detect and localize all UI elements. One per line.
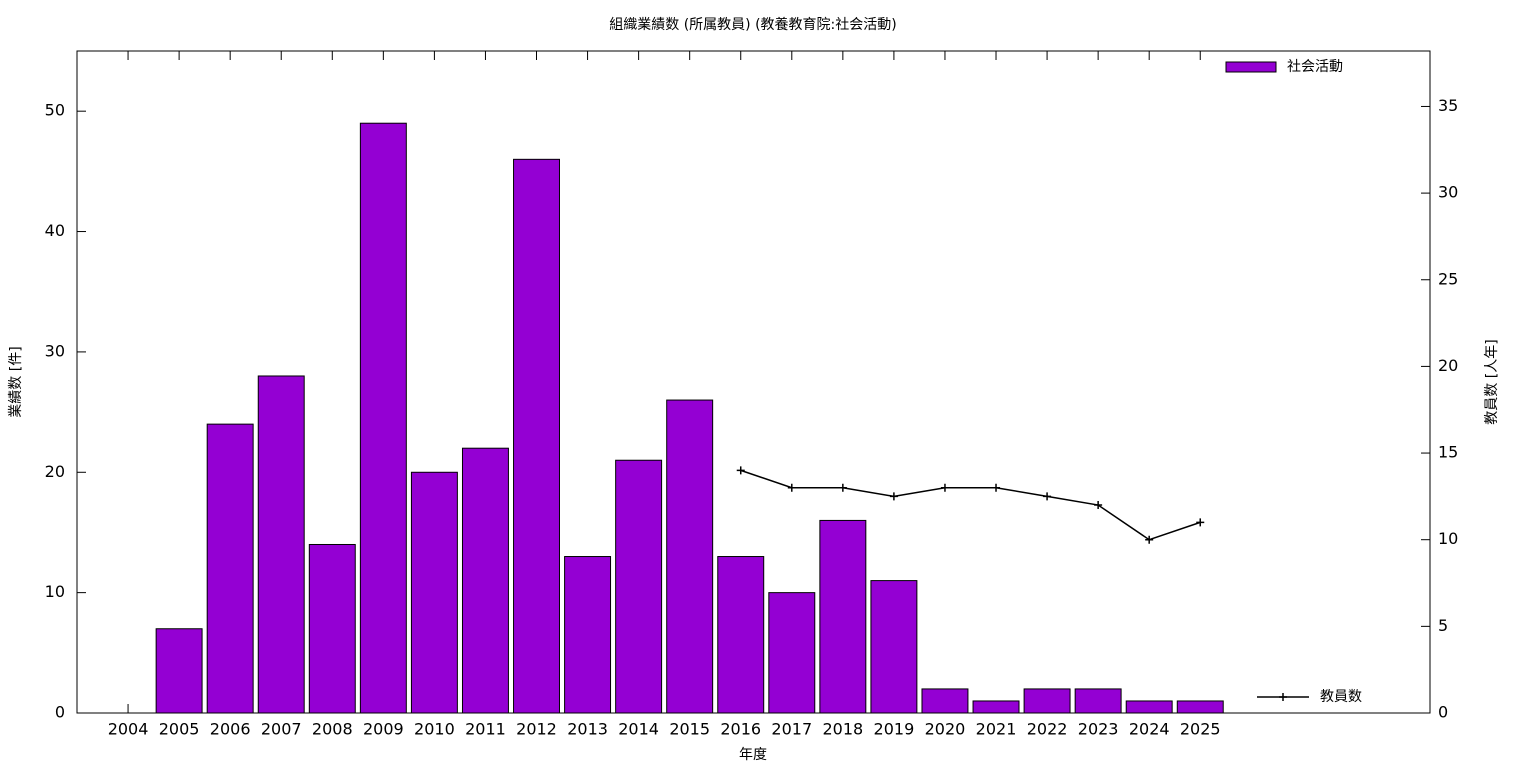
y2-tick-label: 5 bbox=[1438, 616, 1448, 635]
x-tick-label: 2004 bbox=[108, 720, 149, 739]
bar bbox=[206, 423, 254, 714]
x-tick-label: 2024 bbox=[1129, 720, 1170, 739]
bar bbox=[1176, 700, 1224, 714]
chart-title: 組織業績数 (所属教員) (教養教育院:社会活動) bbox=[609, 16, 896, 33]
y-tick-label: 0 bbox=[55, 703, 65, 722]
x-tick-label: 2008 bbox=[312, 720, 353, 739]
bar bbox=[870, 580, 918, 714]
x-tick-label: 2011 bbox=[465, 720, 506, 739]
point bbox=[787, 483, 796, 492]
y-tick-label: 20 bbox=[45, 462, 65, 481]
y2-tick-label: 25 bbox=[1438, 269, 1458, 288]
y-tick-label: 50 bbox=[45, 101, 65, 120]
y2-tick-label: 0 bbox=[1438, 703, 1448, 722]
bar bbox=[308, 543, 356, 714]
point bbox=[1094, 501, 1103, 510]
x-tick-label: 2022 bbox=[1027, 720, 1068, 739]
point bbox=[1043, 492, 1052, 501]
y2-tick-label: 30 bbox=[1438, 183, 1458, 202]
point bbox=[889, 492, 898, 501]
bar bbox=[257, 375, 305, 714]
y-tick-label: 10 bbox=[45, 582, 65, 601]
x-tick-label: 2014 bbox=[618, 720, 659, 739]
bar bbox=[717, 556, 765, 714]
bar bbox=[1074, 688, 1122, 714]
y2-axis-label: 教員数 [人年] bbox=[1484, 339, 1500, 424]
point bbox=[736, 466, 745, 475]
y2-tick-label: 10 bbox=[1438, 529, 1458, 548]
x-tick-label: 2023 bbox=[1078, 720, 1119, 739]
bar bbox=[615, 459, 663, 714]
x-tick-label: 2010 bbox=[414, 720, 455, 739]
x-tick-label: 2015 bbox=[669, 720, 710, 739]
bar bbox=[666, 399, 714, 714]
point bbox=[838, 483, 847, 492]
bar bbox=[972, 700, 1020, 714]
y-tick-label: 40 bbox=[45, 221, 65, 240]
point bbox=[1145, 535, 1154, 544]
bar bbox=[155, 628, 203, 714]
bar bbox=[359, 122, 407, 714]
x-tick-label: 2020 bbox=[925, 720, 966, 739]
plot-frame bbox=[76, 50, 1431, 714]
y-tick-label: 30 bbox=[45, 341, 65, 360]
y2-tick-label: 15 bbox=[1438, 443, 1458, 462]
bar bbox=[564, 556, 612, 714]
bar bbox=[1125, 700, 1173, 714]
legend-label: 社会活動 bbox=[1287, 59, 1343, 75]
x-tick-label: 2017 bbox=[771, 720, 812, 739]
y2-tick-label: 35 bbox=[1438, 96, 1458, 115]
x-axis-label: 年度 bbox=[739, 747, 767, 763]
legend-label: 教員数 bbox=[1320, 689, 1362, 705]
bar bbox=[768, 592, 816, 714]
x-tick-label: 2019 bbox=[874, 720, 915, 739]
legend-swatch bbox=[1225, 61, 1277, 73]
legend-point bbox=[1279, 693, 1287, 701]
bar bbox=[513, 158, 560, 714]
x-tick-label: 2016 bbox=[720, 720, 761, 739]
x-tick-label: 2007 bbox=[261, 720, 302, 739]
bar bbox=[410, 471, 458, 714]
bar bbox=[461, 447, 509, 714]
point bbox=[940, 483, 949, 492]
x-tick-label: 2025 bbox=[1180, 720, 1221, 739]
line bbox=[740, 469, 1201, 541]
bar bbox=[1023, 688, 1071, 714]
y-axis-label: 業績数 [件] bbox=[8, 346, 24, 417]
x-tick-label: 2013 bbox=[567, 720, 608, 739]
point bbox=[992, 483, 1001, 492]
y2-tick-label: 20 bbox=[1438, 356, 1458, 375]
x-tick-label: 2009 bbox=[363, 720, 404, 739]
x-tick-label: 2021 bbox=[976, 720, 1017, 739]
x-tick-label: 2018 bbox=[822, 720, 863, 739]
x-tick-label: 2005 bbox=[159, 720, 200, 739]
x-tick-label: 2012 bbox=[516, 720, 557, 739]
point bbox=[1196, 518, 1205, 527]
bar bbox=[819, 519, 867, 714]
bar bbox=[921, 688, 969, 714]
x-tick-label: 2006 bbox=[210, 720, 251, 739]
